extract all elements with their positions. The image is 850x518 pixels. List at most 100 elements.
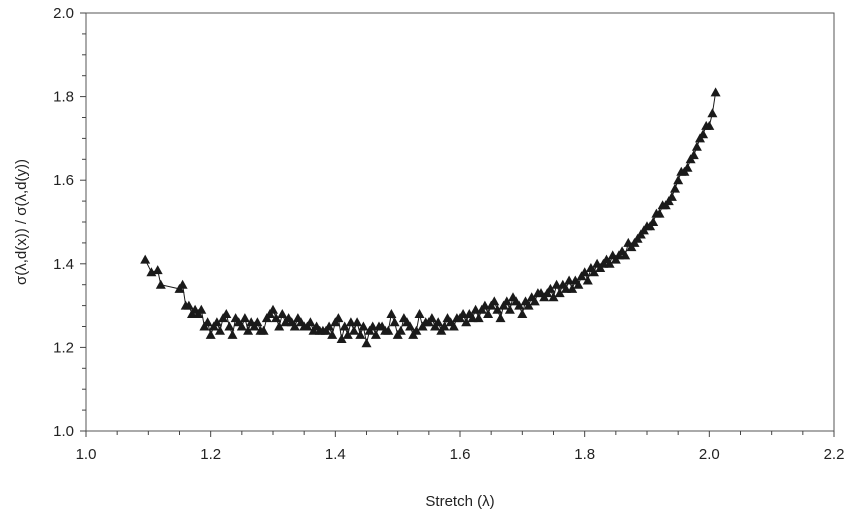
data-point-marker — [367, 321, 378, 331]
data-point-marker — [239, 313, 250, 323]
data-point-marker — [211, 317, 222, 327]
data-point-marker — [479, 300, 490, 310]
x-tick-label: 2.0 — [699, 446, 720, 463]
data-point-marker — [514, 300, 525, 310]
data-point-marker — [370, 329, 381, 339]
data-point-marker — [205, 329, 216, 339]
data-point-marker — [361, 338, 372, 348]
data-point-marker — [268, 304, 278, 314]
data-point-marker — [405, 321, 416, 331]
data-point-marker — [196, 304, 207, 314]
x-tick-label: 1.0 — [76, 446, 97, 463]
data-point-marker — [433, 317, 444, 327]
data-point-marker — [582, 275, 593, 285]
data-point-marker — [358, 321, 369, 331]
data-point-marker — [666, 191, 677, 201]
data-point-marker — [529, 296, 540, 306]
x-tick-label: 1.6 — [450, 446, 471, 463]
data-point-marker — [426, 313, 437, 323]
data-point-marker — [489, 296, 500, 306]
data-point-marker — [554, 288, 565, 298]
x-axis-title: Stretch (λ) — [425, 493, 494, 510]
data-point-marker — [495, 313, 506, 323]
y-axis: 1.0 1.2 1.4 1.6 1.8 2.0 — [53, 5, 86, 440]
data-point-marker — [473, 313, 484, 323]
data-point-marker — [152, 265, 163, 275]
data-point-marker — [567, 283, 578, 293]
data-point-marker — [517, 309, 528, 318]
data-point-marker — [202, 317, 213, 327]
data-point-marker — [704, 120, 715, 130]
data-point-marker — [501, 296, 512, 306]
data-point-marker — [277, 309, 288, 318]
data-point-marker — [523, 300, 534, 310]
data-point-marker — [411, 325, 422, 335]
data-point-marker — [339, 321, 350, 331]
data-point-marker — [177, 279, 188, 289]
data-point-marker — [349, 325, 359, 335]
data-point-marker — [573, 279, 584, 289]
data-point-marker — [333, 313, 344, 323]
data-point-marker — [236, 321, 247, 331]
data-point-marker — [673, 175, 684, 185]
y-tick-label: 1.4 — [53, 256, 74, 273]
data-point-marker — [589, 267, 599, 277]
data-point-marker — [258, 325, 269, 335]
data-point-marker — [252, 317, 263, 327]
data-point-marker — [691, 141, 702, 151]
y-tick-label: 1.6 — [53, 172, 74, 189]
data-point-marker — [395, 325, 406, 335]
data-point-marker — [289, 321, 300, 331]
plot-border — [85, 12, 835, 432]
data-point-marker — [336, 334, 347, 343]
data-point-marker — [670, 183, 680, 193]
data-point-marker — [227, 329, 238, 339]
data-point-marker — [620, 250, 631, 260]
series-line — [144, 92, 717, 344]
data-point-marker — [698, 129, 709, 139]
data-point-marker — [305, 317, 316, 327]
data-point-marker — [355, 329, 366, 339]
data-point-marker — [271, 313, 282, 323]
data-point-marker — [504, 304, 515, 314]
data-point-marker — [648, 217, 659, 226]
data-point-marker — [389, 317, 400, 327]
data-point-marker — [548, 292, 559, 302]
data-point-marker — [688, 150, 699, 160]
data-point-marker — [215, 325, 225, 335]
data-point-marker — [274, 321, 285, 331]
data-point-marker — [710, 87, 721, 97]
data-point-marker — [324, 321, 335, 331]
data-point-marker — [461, 317, 472, 327]
y-tick-label: 1.8 — [53, 89, 74, 106]
data-point-marker — [707, 108, 718, 118]
x-tick-label: 1.2 — [200, 446, 221, 463]
data-point-marker — [579, 267, 590, 277]
data-point-marker — [352, 317, 363, 327]
data-point-marker — [483, 309, 494, 318]
data-point-marker — [155, 279, 166, 289]
data-point-marker — [439, 321, 450, 331]
series-connector — [144, 92, 717, 344]
data-point-marker — [243, 325, 254, 335]
data-point-marker — [682, 162, 693, 172]
y-axis-title: σ(λ,d(x)) / σ(λ,d(y)) — [13, 159, 30, 285]
data-point-marker — [492, 304, 503, 314]
data-point-marker — [224, 321, 235, 331]
data-point-marker — [448, 321, 459, 331]
y-tick-label: 1.2 — [53, 339, 74, 356]
x-tick-label: 1.4 — [325, 446, 346, 463]
data-point-marker — [386, 309, 397, 318]
x-tick-label: 2.2 — [824, 446, 845, 463]
y-tick-label: 2.0 — [53, 5, 74, 22]
data-point-marker — [654, 208, 665, 218]
data-point-marker — [221, 309, 232, 318]
data-point-marker — [140, 254, 151, 264]
data-point-marker — [545, 283, 556, 293]
data-point-marker — [183, 300, 194, 310]
data-point-marker — [604, 258, 615, 268]
series-markers — [140, 87, 721, 348]
data-point-marker — [327, 329, 338, 339]
y-tick-label: 1.0 — [53, 423, 74, 440]
